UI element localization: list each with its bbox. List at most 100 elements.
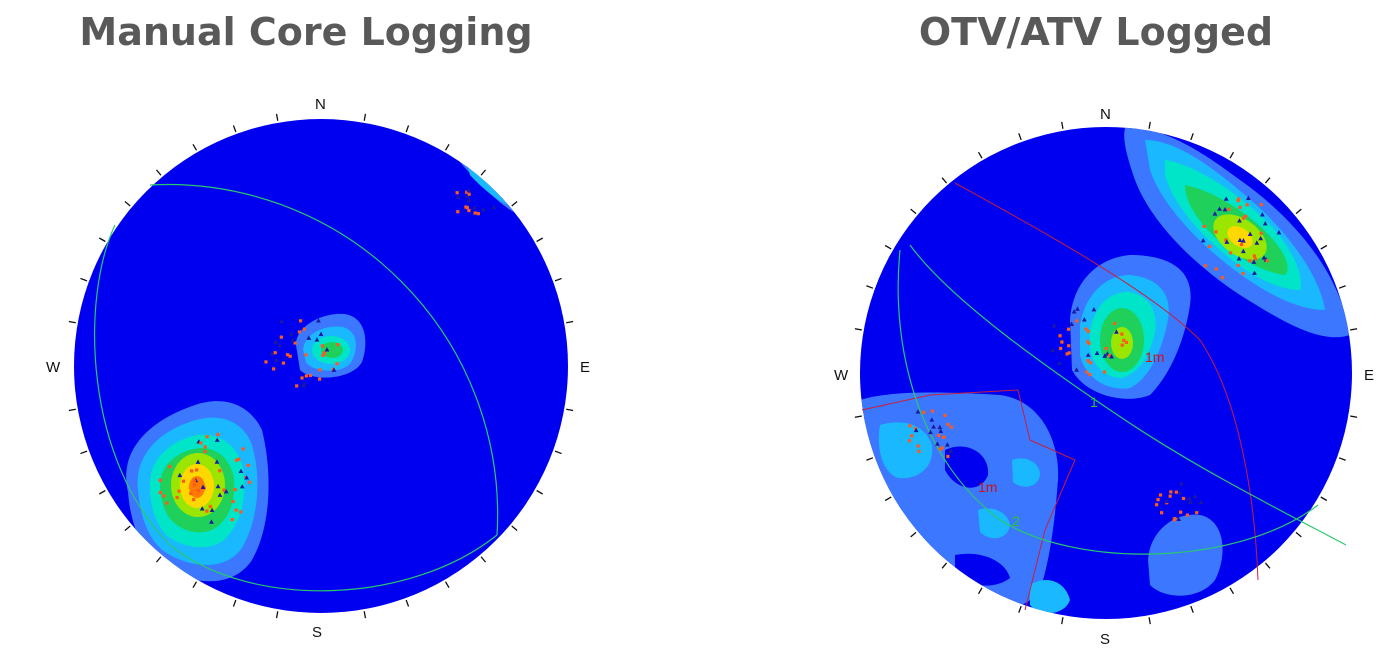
pole-triangle [195,459,201,464]
pole-square [1207,244,1212,249]
tick-mark [480,556,487,563]
pole-square [1259,202,1263,207]
pole-triangle [277,342,282,348]
east-label: E [1364,367,1374,384]
pole-square [1160,511,1164,515]
pole-triangle [1178,480,1184,486]
pole-square [168,465,172,469]
pole-triangle [1247,231,1253,236]
pole-square [1060,340,1064,344]
pole-square [1239,242,1244,247]
pole-triangle [945,442,950,447]
pole-square [239,510,243,514]
contour-region [978,508,1010,539]
pole-triangle [214,459,220,464]
pole-square [1067,351,1071,355]
pole-triangle [481,206,486,212]
tick-mark [124,525,131,532]
pole-square [1181,496,1186,501]
pole-square [322,351,327,355]
west-label: W [46,359,61,376]
pole-square [205,435,209,439]
pole-triangle [1094,350,1100,356]
pole-square [1238,205,1242,209]
pole-square [317,377,322,381]
pole-square [272,367,276,371]
pole-square [1228,251,1233,255]
tick-mark [977,587,983,595]
pole-square [162,494,166,498]
pole-square [302,327,306,331]
pole-triangle [1258,235,1264,241]
tick-mark [884,496,892,502]
pole-square [158,490,162,495]
pole-square [1203,264,1208,268]
north-label: N [1100,106,1111,123]
pole-square [1102,370,1107,374]
pole-square [922,410,926,414]
pole-square [1236,263,1240,267]
contour-region [1012,458,1040,487]
tick-mark [566,408,574,412]
pole-triangle [288,331,294,336]
tick-mark [1148,121,1151,129]
pole-triangle [1251,259,1257,264]
pole-square [1120,332,1124,336]
great-circle [94,224,498,592]
tick-mark [866,285,874,289]
pole-triangle [928,429,933,435]
tick-mark [192,581,198,589]
pole-square [1066,327,1071,331]
pole-square [230,518,234,522]
pole-square [1089,361,1093,365]
pole-triangle [1259,212,1265,217]
pole-square [1195,511,1199,515]
pole-triangle [199,506,205,511]
pole-square [940,446,944,450]
pole-square [189,491,193,496]
pole-square [1252,254,1257,258]
pole-square [917,449,921,453]
pole-square [1245,203,1249,207]
pole-triangle [1188,499,1193,504]
tick-mark [1190,605,1194,613]
tick-mark [232,125,237,133]
tick-mark [80,450,88,455]
tick-mark [1229,151,1235,159]
tick-mark [854,415,862,418]
right-chart-title: OTV/ATV Logged [918,10,1274,54]
pole-triangle [279,318,285,324]
pole-triangle [1085,352,1091,357]
tick-mark [444,143,450,151]
pole-triangle [1217,206,1222,211]
pole-square [455,191,459,195]
tick-mark [1018,133,1022,141]
pole-triangle [274,357,279,362]
tick-mark [192,143,198,151]
pole-square [1185,513,1189,517]
pole-square [208,504,212,509]
set-label: 1 [1090,394,1098,410]
pole-triangle [1245,195,1251,201]
pole-triangle [1164,498,1170,504]
tick-mark [1338,457,1346,461]
pole-square [1122,338,1126,342]
pole-square [1169,490,1173,494]
pole-square [246,463,250,468]
tick-mark [155,556,162,563]
pole-square [199,441,203,445]
pole-square [288,354,292,358]
pole-square [1067,344,1071,348]
window-outline [861,389,1076,611]
set-label: 2 [1012,513,1020,529]
pole-square [218,469,222,473]
pole-triangle [1192,493,1198,499]
pole-square [913,427,918,431]
left-stereonet: N S W E [46,96,590,641]
pole-triangle [177,472,183,478]
pole-square [295,384,299,388]
contour-region [1030,580,1070,614]
window-outline [954,182,1259,581]
pole-triangle [244,475,250,480]
